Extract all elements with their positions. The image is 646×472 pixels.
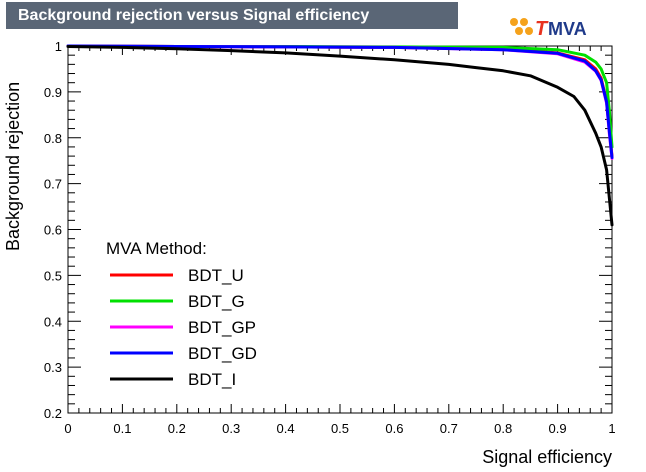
series-line-bdt-u	[66, 44, 614, 158]
series-line-bdt-gd	[66, 44, 614, 159]
x-axis-title: Signal efficiency	[482, 447, 612, 467]
x-tick-label: 0	[64, 421, 71, 436]
legend-entry-label: BDT_G	[188, 292, 245, 311]
legend-entry-label: BDT_I	[188, 370, 236, 389]
x-tick-label: 0.8	[494, 421, 512, 436]
legend-entry-label: BDT_U	[188, 266, 244, 285]
legend-entry-label: BDT_GD	[188, 344, 257, 363]
x-tick-label: 0.2	[168, 421, 186, 436]
x-tick-label: 0.7	[440, 421, 458, 436]
y-tick-label: 0.4	[44, 314, 62, 329]
chart-title: Background rejection versus Signal effic…	[6, 2, 458, 29]
y-tick-label: 0.8	[44, 131, 62, 146]
plot-frame	[67, 45, 613, 414]
y-tick-label: 0.5	[44, 268, 62, 283]
legend-entry-label: BDT_GP	[188, 318, 256, 337]
logo-dots-icon	[510, 18, 533, 35]
y-tick-label: 1	[55, 39, 62, 54]
y-axis-title: Background rejection	[3, 82, 23, 251]
logo-accent: T	[535, 18, 549, 40]
legend: MVA Method: BDT_U BDT_G BDT_GP BDT_GD BDT_I	[106, 239, 257, 389]
x-tick-label: 1	[608, 421, 615, 436]
series-line-bdt-i	[66, 45, 614, 227]
y-tick-label: 0.2	[44, 406, 62, 421]
y-tick-label: 0.9	[44, 85, 62, 100]
y-tick-label: 0.3	[44, 360, 62, 375]
x-tick-label: 0.5	[331, 421, 349, 436]
x-tick-label: 0.3	[222, 421, 240, 436]
y-tick-label: 0.7	[44, 177, 62, 192]
legend-title: MVA Method:	[106, 239, 207, 258]
x-tick-label: 0.6	[385, 421, 403, 436]
y-tick-label: 0.6	[44, 223, 62, 238]
x-tick-label: 0.4	[277, 421, 295, 436]
x-tick-label: 0.9	[549, 421, 567, 436]
series-line-bdt-g	[66, 44, 614, 149]
tmva-logo: T MVA	[508, 14, 608, 40]
logo-text: MVA	[548, 19, 587, 39]
x-tick-label: 0.1	[113, 421, 131, 436]
series-line-bdt-gp	[66, 44, 614, 160]
